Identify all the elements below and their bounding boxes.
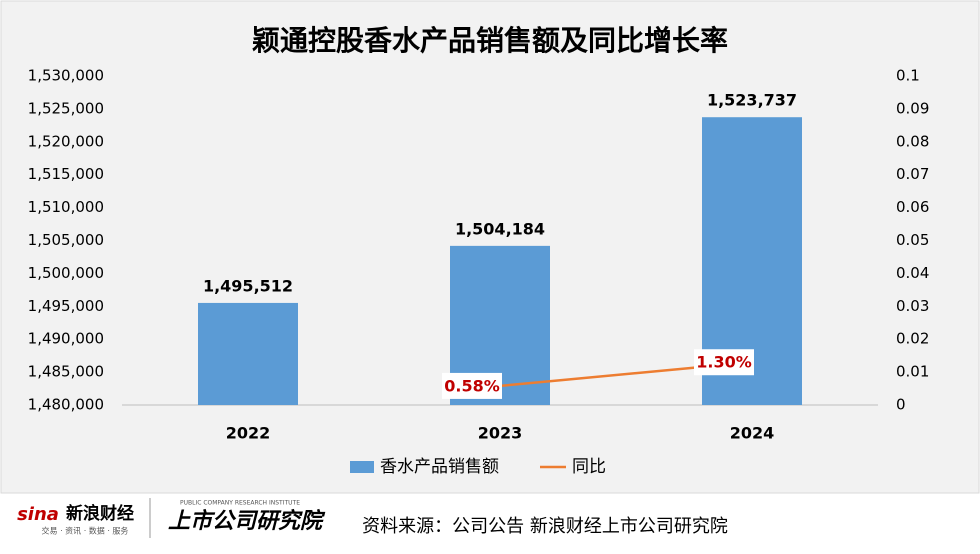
legend-label: 同比 (572, 457, 606, 477)
data-label-group: 0.58% (442, 372, 502, 399)
data-label: 1,523,737 (707, 91, 797, 110)
y2-tick-label: 0 (896, 396, 906, 414)
y2-tick-label: 0.06 (896, 198, 929, 216)
data-label: 0.58% (444, 376, 500, 395)
y-tick-label: 1,485,000 (28, 363, 104, 381)
y2-tick-label: 0.1 (896, 67, 920, 85)
data-label: 1.30% (696, 353, 752, 372)
bar (198, 302, 298, 405)
y2-tick-label: 0.01 (896, 363, 929, 381)
logo: sina (17, 504, 59, 525)
y2-tick-label: 0.03 (896, 297, 929, 315)
data-label: 1,504,184 (455, 219, 545, 238)
chart-title: 颖通控股香水产品销售额及同比增长率 (252, 24, 728, 57)
source: 资料来源：公司公告 新浪财经上市公司研究院 (362, 516, 728, 537)
y-tick-label: 1,515,000 (28, 165, 104, 183)
logo: 交易 · 资讯 · 数据 · 服务 (42, 526, 129, 536)
x-tick-label: 2024 (730, 424, 775, 443)
y2-tick-label: 0.05 (896, 231, 929, 249)
y2-tick-label: 0.07 (896, 165, 929, 183)
data-label: 1,495,512 (203, 276, 293, 295)
logo: 上市公司研究院 (168, 508, 326, 534)
y-tick-label: 1,500,000 (28, 264, 104, 282)
y2-tick-label: 0.02 (896, 330, 929, 348)
x-tick-label: 2022 (226, 424, 271, 443)
y-tick-label: 1,510,000 (28, 198, 104, 216)
logo: PUBLIC COMPANY RESEARCH INSTITUTE (180, 500, 300, 507)
legend-swatch (350, 461, 374, 473)
y2-tick-label: 0.08 (896, 132, 929, 150)
y-tick-label: 1,490,000 (28, 330, 104, 348)
label-box (694, 349, 754, 376)
label-box (442, 372, 502, 399)
y-tick-label: 1,505,000 (28, 231, 104, 249)
y-tick-label: 1,530,000 (28, 67, 104, 85)
y-tick-label: 1,525,000 (28, 99, 104, 117)
data-label-group: 1.30% (694, 349, 754, 376)
logo: 新浪财经 (66, 503, 134, 524)
y-tick-label: 1,480,000 (28, 396, 104, 414)
y-tick-label: 1,495,000 (28, 297, 104, 315)
y2-tick-label: 0.04 (896, 264, 929, 282)
y2-tick-label: 0.09 (896, 99, 929, 117)
x-tick-label: 2023 (478, 424, 523, 443)
legend-label: 香水产品销售额 (380, 457, 499, 477)
y-tick-label: 1,520,000 (28, 132, 104, 150)
